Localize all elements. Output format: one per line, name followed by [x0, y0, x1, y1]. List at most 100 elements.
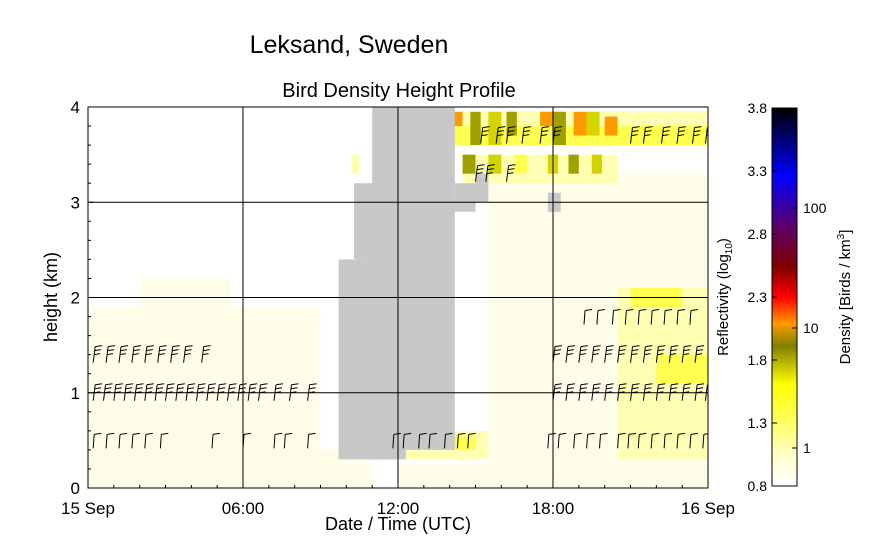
- density-cell-15: [488, 111, 502, 146]
- wind-barb-2-5: [157, 345, 167, 363]
- wind-barb-2-3: [131, 345, 141, 363]
- wind-barb-0-2: [118, 432, 128, 449]
- colorbar-density-label: Density [Birds / km3]: [836, 230, 854, 365]
- wind-barb-4-2: [506, 164, 516, 182]
- wind-barb-2-1: [105, 345, 116, 363]
- wind-barb-0-0: [92, 432, 102, 449]
- wind-barb-5-4: [539, 126, 550, 144]
- wind-barb-2-12: [591, 345, 601, 363]
- wind-barb-2-10: [565, 345, 575, 363]
- colorbar-reflectivity-ticks: 3.8 3.3 2.8 2.3 1.8 1.3 0.8: [748, 100, 777, 494]
- x-tick-label-2: 12:00: [377, 499, 420, 518]
- figure-title: Leksand, Sweden: [250, 31, 449, 59]
- density-cell-1: [139, 278, 231, 308]
- wind-barb-3-4: [637, 309, 647, 325]
- colorbar-left-tick-label-1: 3.3: [748, 163, 768, 179]
- wind-barb-3-6: [663, 309, 673, 325]
- colorbar-right-tick-label-2: 100: [803, 200, 827, 216]
- wind-barb-2-20: [694, 345, 705, 363]
- colorbar-right-tick-label-1: 10: [803, 320, 819, 336]
- wind-barb-0-23: [617, 432, 626, 449]
- density-cell-25: [514, 154, 528, 174]
- x-tick-label-4: 16 Sep: [681, 499, 735, 518]
- wind-barb-0-24: [627, 432, 636, 449]
- chart-subtitle: Bird Density Height Profile: [282, 80, 515, 102]
- wind-barb-0-18: [547, 432, 556, 449]
- y-tick-label-4: 4: [71, 98, 80, 117]
- wind-barb-2-8: [201, 345, 211, 363]
- colorbar-left-tick-label-2: 2.8: [748, 226, 768, 242]
- no-data-cell-5: [454, 183, 476, 212]
- wind-barb-5-9: [676, 126, 687, 144]
- wind-barb-0-21: [586, 432, 595, 449]
- wind-barb-2-18: [668, 345, 679, 363]
- colorbar-left-tick-label-0: 3.8: [748, 100, 768, 116]
- wind-barb-0-12: [402, 432, 412, 449]
- wind-barb-0-28: [676, 432, 686, 449]
- density-cell-14: [470, 111, 481, 146]
- wind-barb-3-1: [596, 309, 605, 325]
- colorbar-density-ticks: 1 10 100: [792, 200, 827, 456]
- wind-barb-3-7: [676, 309, 686, 325]
- wind-barb-0-22: [599, 432, 608, 449]
- wind-barb-0-20: [573, 432, 582, 449]
- wind-barb-5-2: [506, 126, 516, 144]
- wind-barb-0-15: [444, 432, 453, 449]
- density-cell-17: [540, 111, 553, 127]
- wind-barb-3-5: [650, 309, 660, 325]
- colorbar-density-superscript: 3: [836, 233, 847, 239]
- x-tick-label-3: 18:00: [532, 499, 575, 518]
- wind-barb-0-1: [105, 432, 115, 449]
- colorbar-reflectivity-label: Reflectivity (log10): [715, 238, 735, 356]
- wind-barb-5-6: [630, 126, 640, 144]
- wind-barb-0-4: [144, 432, 153, 449]
- wind-barb-5-1: [495, 126, 506, 144]
- y-tick-label-1: 1: [71, 384, 80, 403]
- density-cell-28: [591, 154, 603, 174]
- y-tick-label-3: 3: [71, 193, 80, 212]
- wind-barb-0-3: [131, 432, 140, 449]
- x-tick-label-0: 15 Sep: [61, 499, 115, 518]
- wind-barb-0-27: [663, 432, 673, 449]
- wind-barb-2-2: [118, 345, 129, 363]
- no-data-cell-4: [405, 183, 450, 231]
- wind-barb-2-6: [170, 345, 180, 363]
- plot-area: [88, 107, 708, 488]
- x-tick-label-1: 06:00: [222, 499, 265, 518]
- wind-barb-2-15: [630, 345, 640, 363]
- wind-barb-5-7: [642, 126, 653, 144]
- wind-barb-3-3: [624, 309, 634, 325]
- wind-barb-3-2: [611, 309, 621, 325]
- density-cell-18: [553, 111, 566, 146]
- wind-barb-2-19: [681, 345, 692, 363]
- wind-barb-3-8: [689, 309, 698, 325]
- colorbar-left-tick-label-4: 1.8: [748, 352, 768, 368]
- density-cell-21: [604, 116, 618, 136]
- no-data-cell-3: [372, 221, 406, 460]
- y-axis: 0 1 2 3 4: [71, 98, 94, 498]
- wind-barb-5-3: [521, 126, 532, 144]
- wind-barb-0-16: [456, 432, 466, 449]
- wind-barb-0-10: [307, 432, 316, 449]
- grid-lines: [88, 107, 708, 488]
- wind-barb-0-9: [283, 432, 293, 449]
- colorbar-right-tick-label-0: 1: [803, 440, 811, 456]
- y-tick-label-0: 0: [71, 479, 80, 498]
- x-axis: 15 Sep 06:00 12:00 18:00 16 Sep: [61, 482, 735, 518]
- wind-barb-2-16: [642, 345, 653, 363]
- wind-barb-0-13: [418, 432, 427, 449]
- wind-barb-0-26: [650, 432, 660, 449]
- wind-barb-2-17: [655, 345, 666, 363]
- wind-barb-2-4: [144, 345, 154, 363]
- wind-barb-0-30: [702, 433, 708, 449]
- wind-barbs: [92, 126, 708, 449]
- density-cell-19: [573, 111, 587, 136]
- density-cell-24: [488, 154, 502, 174]
- y-axis-label: height (km): [41, 252, 61, 342]
- x-axis-label: Date / Time (UTC): [325, 514, 471, 534]
- wind-barb-5-0: [480, 126, 490, 144]
- wind-barb-0-14: [428, 432, 438, 449]
- y-tick-label-2: 2: [71, 289, 80, 308]
- density-cell-27: [568, 154, 579, 174]
